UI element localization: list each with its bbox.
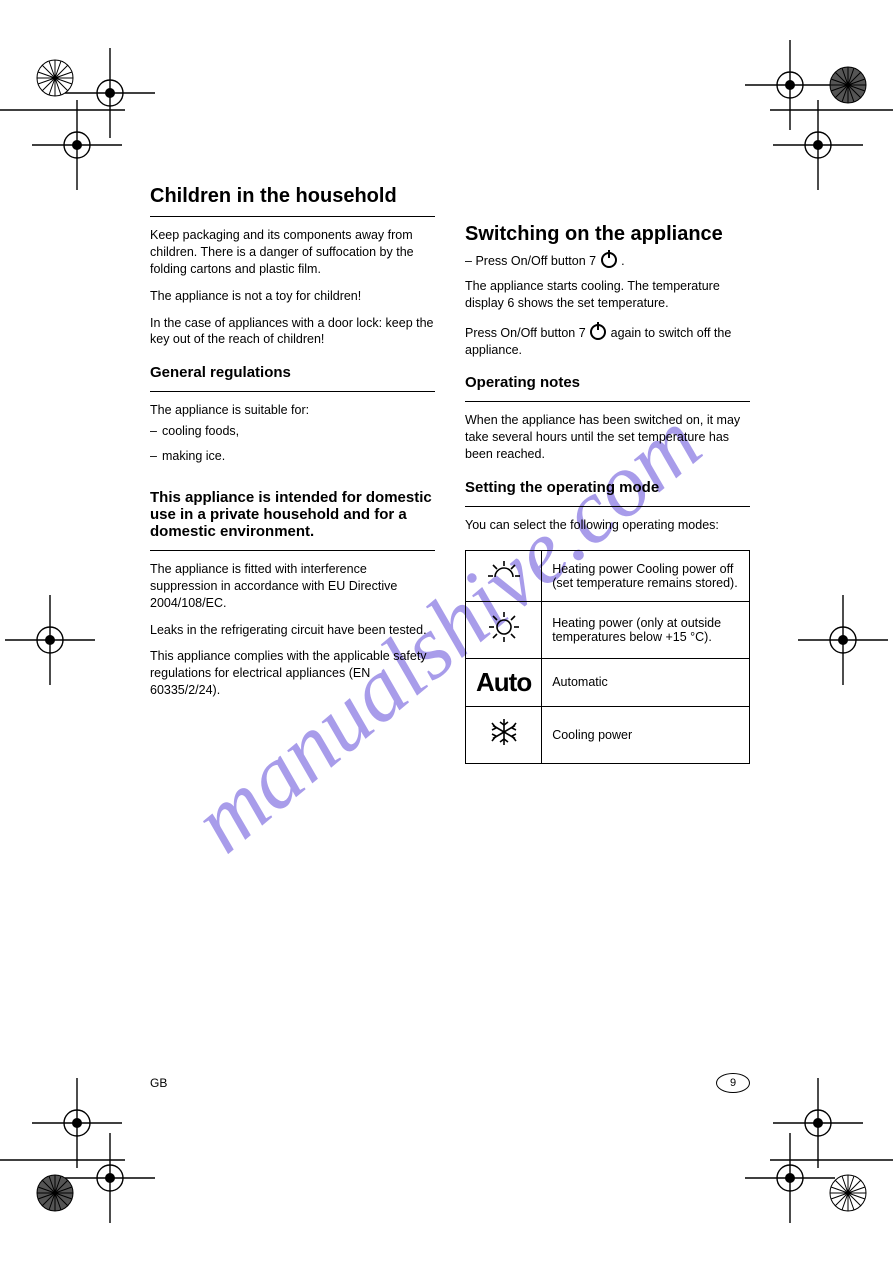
table-row: Auto Automatic bbox=[466, 658, 750, 706]
mode-icon-auto: Auto bbox=[466, 658, 542, 706]
mode-text: Heating power Cooling power off (set tem… bbox=[542, 550, 750, 601]
heading-switching-on: Switching on the appliance bbox=[465, 223, 750, 246]
step-press-on: Press On/Off button 7 . bbox=[479, 250, 750, 270]
gen-intro: The appliance is suitable for: bbox=[150, 402, 435, 419]
table-row: Cooling power bbox=[466, 706, 750, 763]
heading-general-regs: General regulations bbox=[150, 364, 435, 381]
page-content: Children in the household Keep packaging… bbox=[0, 0, 893, 1263]
left-column: Children in the household Keep packaging… bbox=[150, 185, 435, 1095]
power-icon bbox=[589, 322, 607, 340]
para-safety: This appliance complies with the applica… bbox=[150, 648, 435, 699]
mode-icon-full-sun bbox=[466, 601, 542, 658]
para-packaging: Keep packaging and its components away f… bbox=[150, 227, 435, 278]
rule bbox=[150, 550, 435, 551]
page-footer: GB 9 bbox=[150, 1073, 750, 1093]
rule bbox=[150, 391, 435, 392]
mode-text: Automatic bbox=[542, 658, 750, 706]
heading-domestic: This appliance is intended for domestic … bbox=[150, 489, 435, 540]
sun-full-icon bbox=[487, 610, 521, 644]
rule bbox=[465, 506, 750, 507]
para-not-toy: The appliance is not a toy for children! bbox=[150, 288, 435, 305]
snowflake-icon bbox=[487, 715, 521, 749]
rule bbox=[150, 216, 435, 217]
notes-para: When the appliance has been switched on,… bbox=[465, 412, 750, 463]
operating-mode-table: Heating power Cooling power off (set tem… bbox=[465, 550, 750, 764]
on-para1: The appliance starts cooling. The temper… bbox=[465, 278, 750, 312]
para-emc: The appliance is fitted with interferenc… bbox=[150, 561, 435, 612]
op-intro: You can select the following operating m… bbox=[465, 517, 750, 534]
para-leak: Leaks in the refrigerating circuit have … bbox=[150, 622, 435, 639]
table-row: Heating power Cooling power off (set tem… bbox=[466, 550, 750, 601]
gen-item: –making ice. bbox=[164, 448, 435, 465]
mode-text: Heating power (only at outside temperatu… bbox=[542, 601, 750, 658]
right-column: Switching on the appliance Press On/Off … bbox=[465, 185, 750, 1095]
mode-icon-snow bbox=[466, 706, 542, 763]
footer-lang: GB bbox=[150, 1076, 167, 1090]
sun-half-icon bbox=[487, 559, 521, 587]
table-row: Heating power (only at outside temperatu… bbox=[466, 601, 750, 658]
on-para2: Press On/Off button 7 again to switch of… bbox=[465, 322, 750, 359]
mode-text: Cooling power bbox=[542, 706, 750, 763]
para-doorlock: In the case of appliances with a door lo… bbox=[150, 315, 435, 349]
power-icon bbox=[600, 250, 618, 268]
heading-op-notes: Operating notes bbox=[465, 374, 750, 391]
rule bbox=[465, 401, 750, 402]
heading-set-mode: Setting the operating mode bbox=[465, 479, 750, 496]
gen-item: –cooling foods, bbox=[164, 423, 435, 440]
mode-icon-half-sun bbox=[466, 550, 542, 601]
heading-children: Children in the household bbox=[150, 185, 435, 208]
page-number: 9 bbox=[716, 1073, 750, 1093]
